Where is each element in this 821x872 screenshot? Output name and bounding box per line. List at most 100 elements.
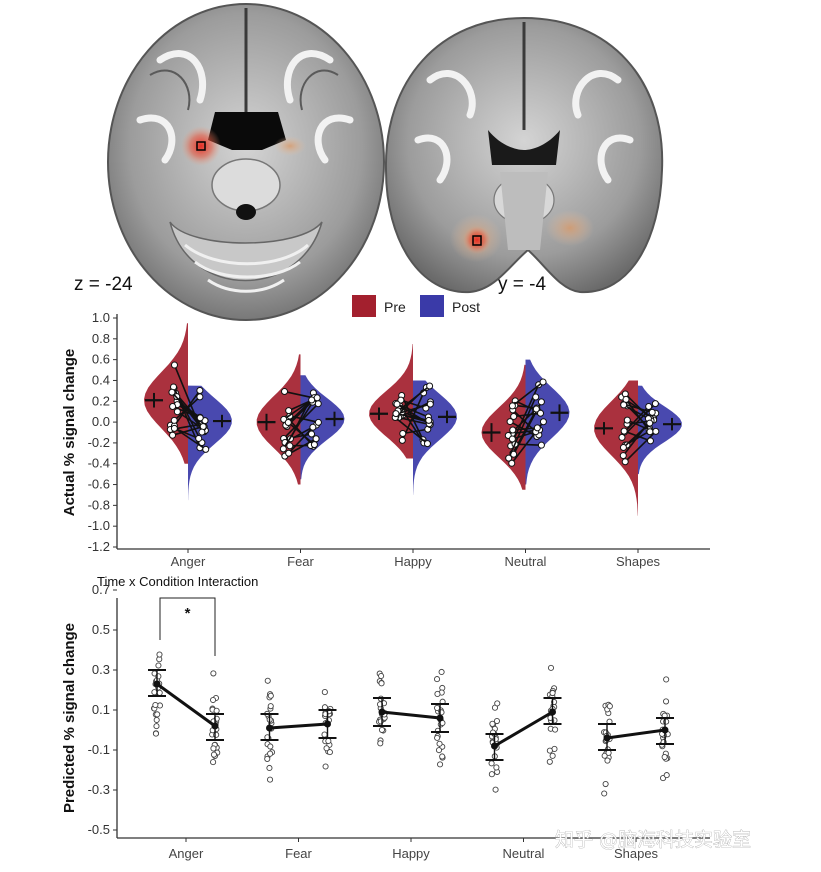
violin-y-tick-label: 1.0 <box>92 310 110 325</box>
line-y-tick-label: -0.5 <box>88 822 110 837</box>
subject-point <box>552 726 559 733</box>
subject-point <box>537 441 545 449</box>
subject-point <box>392 410 400 418</box>
subject-point <box>267 743 274 750</box>
subject-point <box>489 720 496 727</box>
line-chart: Time x Condition Interaction * 0.7 0.5 0.3… <box>61 574 710 861</box>
subject-point <box>153 723 160 730</box>
subject-point <box>601 790 608 797</box>
subject-point <box>537 398 545 406</box>
line-y-tick-label: 0.3 <box>92 662 110 677</box>
subject-line <box>624 430 657 463</box>
subject-point <box>308 396 316 404</box>
subject-line <box>623 404 649 420</box>
subject-point <box>202 445 210 453</box>
interaction-line <box>381 710 441 720</box>
subject-point <box>547 664 555 671</box>
subject-point <box>393 400 401 408</box>
subject-point <box>546 758 553 765</box>
subject-point <box>152 730 160 737</box>
line-x-tick-label: Fear <box>285 846 312 861</box>
subject-point <box>539 418 547 426</box>
watermark: 知乎 @脑海科技实验室 <box>555 829 751 851</box>
subject-point <box>314 418 322 426</box>
violin-chart: 1.0 0.8 0.6 0.4 0.2 0.0 -0.2 -0.4 -0.6 -0.8 -1.0 -1… <box>61 310 710 569</box>
subject-point <box>322 763 329 770</box>
violin-x-tick-label: Fear <box>287 554 314 569</box>
subject-point <box>604 757 611 764</box>
subject-point <box>436 740 443 747</box>
violin-post <box>638 385 682 475</box>
mean-point <box>436 714 444 722</box>
violin-y-tick-label: 0.6 <box>92 352 110 367</box>
mean-point <box>661 726 669 734</box>
subject-point <box>493 764 500 771</box>
subject-point <box>646 428 654 436</box>
coronal-brain-slice <box>384 16 664 294</box>
subject-line <box>394 416 428 445</box>
axial-brain-slice <box>107 3 385 321</box>
violin-pre <box>594 380 638 516</box>
subject-point <box>156 651 163 658</box>
subject-line <box>402 428 428 435</box>
violin-y-axis-label: Actual % signal change <box>61 349 78 517</box>
subject-point <box>326 749 333 756</box>
violin-x-tick-label: Happy <box>394 554 432 569</box>
subject-point <box>213 707 220 714</box>
line-y-tick-label: -0.1 <box>88 742 110 757</box>
line-x-tick-label: Neutral <box>503 846 545 861</box>
subject-point <box>170 416 178 424</box>
line-y-tick-label: 0.1 <box>92 702 110 717</box>
subject-point <box>281 388 289 396</box>
subject-point <box>267 750 274 757</box>
subject-point <box>264 755 271 762</box>
subject-point <box>662 698 670 705</box>
legend-label-pre: Pre <box>384 299 406 315</box>
subject-point <box>196 393 204 401</box>
subject-point <box>169 402 177 410</box>
subject-line <box>624 393 652 420</box>
subject-point <box>312 435 320 443</box>
subject-point <box>285 407 293 415</box>
mean-point <box>266 724 273 732</box>
violin-y-tick-label: 0.8 <box>92 331 110 346</box>
subject-point <box>169 431 177 439</box>
subject-point <box>210 670 217 677</box>
violin-x-tick-label: Neutral <box>505 554 547 569</box>
subject-point <box>602 780 609 788</box>
subject-line <box>173 364 203 433</box>
subject-point <box>210 696 217 704</box>
subject-point <box>378 672 385 680</box>
subject-point <box>279 445 287 453</box>
subject-line <box>398 416 431 426</box>
violin-pre <box>369 344 413 459</box>
coronal-slice-label: y = -4 <box>498 274 546 295</box>
violin-y-tick-label: 0.2 <box>92 393 110 408</box>
violin-x-tick-label: Anger <box>171 554 206 569</box>
mean-point <box>378 708 386 716</box>
subject-point <box>284 419 292 427</box>
subject-point <box>549 689 556 697</box>
subject-point <box>170 424 178 432</box>
line-y-tick-label: -0.3 <box>88 782 110 797</box>
subject-point <box>508 402 516 410</box>
subject-point <box>398 436 406 444</box>
subject-point <box>606 703 613 710</box>
subject-point <box>537 409 545 417</box>
violin-post <box>188 385 232 501</box>
violin-y-tick-label: -0.8 <box>88 497 110 512</box>
subject-point <box>605 749 612 756</box>
subject-point <box>546 747 553 754</box>
subject-point <box>266 764 273 772</box>
subject-point <box>621 458 629 466</box>
significance-star: * <box>185 605 191 622</box>
subject-point <box>310 441 318 449</box>
subject-point <box>156 689 163 696</box>
subject-point <box>168 388 176 396</box>
subject-point <box>286 442 294 450</box>
subject-line <box>507 396 537 459</box>
subject-line <box>513 412 541 418</box>
violin-y-tick-label: -1.2 <box>88 539 110 554</box>
violin-y-tick-label: -0.4 <box>88 456 110 471</box>
